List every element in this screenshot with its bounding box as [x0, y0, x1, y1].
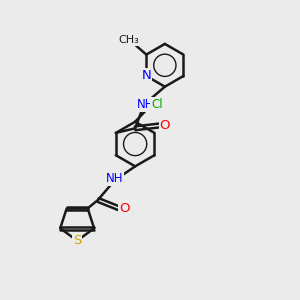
Text: NH: NH	[106, 172, 123, 185]
Text: N: N	[142, 70, 151, 83]
Text: NH: NH	[137, 98, 154, 111]
Text: Cl: Cl	[151, 98, 163, 111]
Text: S: S	[73, 234, 81, 247]
Text: O: O	[119, 202, 130, 215]
Text: CH₃: CH₃	[118, 35, 139, 45]
Text: O: O	[160, 119, 170, 132]
